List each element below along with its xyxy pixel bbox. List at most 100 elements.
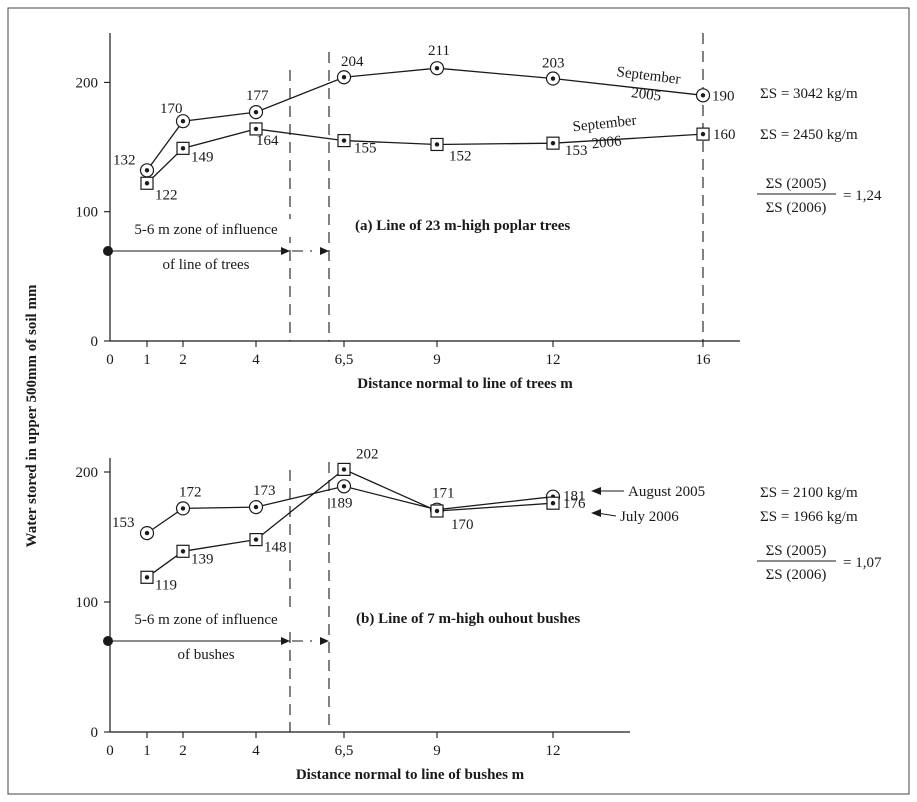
- legend-arrowhead-b-0: [591, 487, 601, 495]
- point-center-a-1-3: [341, 138, 347, 143]
- series-name-b-0: August 2005: [628, 484, 705, 500]
- zone-label-line2-a: of line of trees: [162, 257, 249, 273]
- data-label-a-0-6: 190: [712, 88, 735, 104]
- data-label-b-0-4: 171: [432, 486, 455, 502]
- series-total-b-0: ΣS = 2100 kg/m: [760, 485, 858, 501]
- point-center-b-1-0: [144, 575, 150, 580]
- zone-label-bg-b: [112, 609, 307, 627]
- point-center-a-1-2: [253, 126, 259, 132]
- point-center-a-0-2: [253, 109, 259, 115]
- data-label-a-0-4: 211: [428, 43, 450, 59]
- x-tick-label-a-1: 1: [143, 352, 151, 368]
- point-center-a-0-0: [144, 168, 150, 173]
- x-tick-label-b-2: 2: [179, 743, 187, 759]
- data-label-b-0-3: 189: [330, 495, 353, 511]
- point-center-a-1-5: [550, 140, 556, 146]
- point-center-b-0-3: [341, 484, 347, 489]
- data-label-b-1-2: 148: [264, 540, 287, 556]
- data-label-a-1-1: 149: [191, 149, 214, 165]
- series-total-a-1: ΣS = 2450 kg/m: [760, 127, 858, 143]
- point-center-a-0-3: [341, 75, 347, 80]
- zone-label-line1-a: 5-6 m zone of influence: [134, 222, 278, 238]
- data-label-a-0-1: 170: [160, 101, 183, 117]
- x-axis-title-b: Distance normal to line of bushes m: [296, 767, 525, 783]
- data-label-a-1-0: 122: [155, 187, 178, 203]
- x-tick-label-a-7: 16: [696, 352, 712, 368]
- series-total-b-1: ΣS = 1966 kg/m: [760, 509, 858, 525]
- panel-title-a: (a) Line of 23 m-high poplar trees: [355, 218, 570, 234]
- x-tick-label-b-5: 9: [433, 743, 441, 759]
- x-tick-label-b-0: 0: [106, 743, 114, 759]
- zone-arrowhead2-b: [320, 637, 329, 645]
- data-label-b-1-4: 170: [451, 517, 474, 533]
- zone-arrowhead-b: [281, 637, 290, 645]
- point-center-b-1-4: [434, 508, 440, 514]
- x-tick-label-b-3: 4: [252, 743, 260, 759]
- x-tick-label-b-4: 6,5: [335, 743, 354, 759]
- point-center-a-0-6: [700, 93, 706, 98]
- data-label-a-1-2: 164: [256, 133, 279, 149]
- point-center-b-1-2: [253, 537, 259, 542]
- data-label-b-0-2: 173: [253, 483, 276, 499]
- point-center-a-1-6: [700, 131, 706, 137]
- series-total-a-0: ΣS = 3042 kg/m: [760, 86, 858, 102]
- x-tick-label-a-3: 4: [252, 352, 260, 368]
- data-label-b-1-0: 119: [155, 577, 177, 593]
- series-name-b-1: July 2006: [620, 509, 679, 525]
- zone-label-bg2-b: [145, 645, 265, 663]
- y-axis-title: Water stored in upper 500mm of soil mm: [24, 284, 40, 547]
- x-tick-label-b-1: 1: [143, 743, 151, 759]
- point-center-b-0-1: [180, 506, 186, 511]
- ratio-numerator-b: ΣS (2005): [766, 543, 827, 559]
- series-name-a-1-line1: September: [572, 113, 637, 136]
- zone-arrowhead2-a: [320, 247, 329, 255]
- x-tick-label-b-6: 12: [546, 743, 561, 759]
- data-label-b-0-0: 153: [112, 515, 135, 531]
- point-center-b-0-2: [253, 504, 259, 510]
- point-center-b-1-5: [550, 501, 556, 506]
- data-label-a-0-3: 204: [341, 54, 364, 70]
- data-label-a-0-2: 177: [246, 88, 269, 104]
- point-center-b-1-1: [180, 549, 186, 554]
- y-tick-label-b-2: 200: [76, 465, 99, 481]
- data-label-a-1-4: 152: [449, 148, 472, 164]
- x-tick-label-a-0: 0: [106, 352, 114, 368]
- data-label-a-1-6: 160: [713, 127, 736, 143]
- zone-label-bg2-a: [145, 255, 265, 273]
- series-name-a-1-line2: 2006: [591, 133, 623, 152]
- zone-label-bg-a: [112, 219, 307, 237]
- series-line-b-0: [146, 485, 554, 534]
- data-label-b-1-3: 202: [356, 446, 379, 462]
- y-tick-label-a-0: 0: [91, 334, 99, 350]
- x-axis-title-a: Distance normal to line of trees m: [357, 376, 573, 392]
- y-tick-label-b-0: 0: [91, 725, 99, 741]
- point-center-a-0-4: [434, 65, 440, 71]
- data-label-a-1-3: 155: [354, 141, 377, 157]
- x-tick-label-a-4: 6,5: [335, 352, 354, 368]
- ratio-denominator-a: ΣS (2006): [766, 200, 827, 216]
- zone-label-line2-b: of bushes: [177, 647, 234, 663]
- data-label-a-1-5: 153: [565, 143, 588, 159]
- series-name-a-0-line2: 2005: [630, 85, 662, 105]
- point-center-b-1-3: [341, 467, 347, 472]
- data-label-b-1-1: 139: [191, 551, 214, 567]
- x-tick-label-a-6: 12: [546, 352, 561, 368]
- series-name-a-0-line1: September: [616, 64, 682, 88]
- data-label-b-1-5: 176: [563, 496, 586, 512]
- point-center-a-1-0: [144, 181, 150, 186]
- point-center-b-0-0: [144, 530, 150, 536]
- x-tick-label-a-5: 9: [433, 352, 441, 368]
- data-label-a-0-5: 203: [542, 56, 565, 72]
- data-label-b-0-5: 181: [563, 489, 586, 505]
- point-center-a-1-4: [434, 142, 440, 147]
- point-center-a-0-5: [550, 76, 556, 81]
- y-tick-label-a-2: 200: [76, 75, 99, 91]
- zone-label-line1-b: 5-6 m zone of influence: [134, 612, 278, 628]
- ratio-numerator-a: ΣS (2005): [766, 176, 827, 192]
- data-label-a-0-0: 132: [113, 152, 136, 168]
- data-label-b-0-1: 172: [179, 484, 202, 500]
- y-tick-label-a-1: 100: [76, 205, 99, 221]
